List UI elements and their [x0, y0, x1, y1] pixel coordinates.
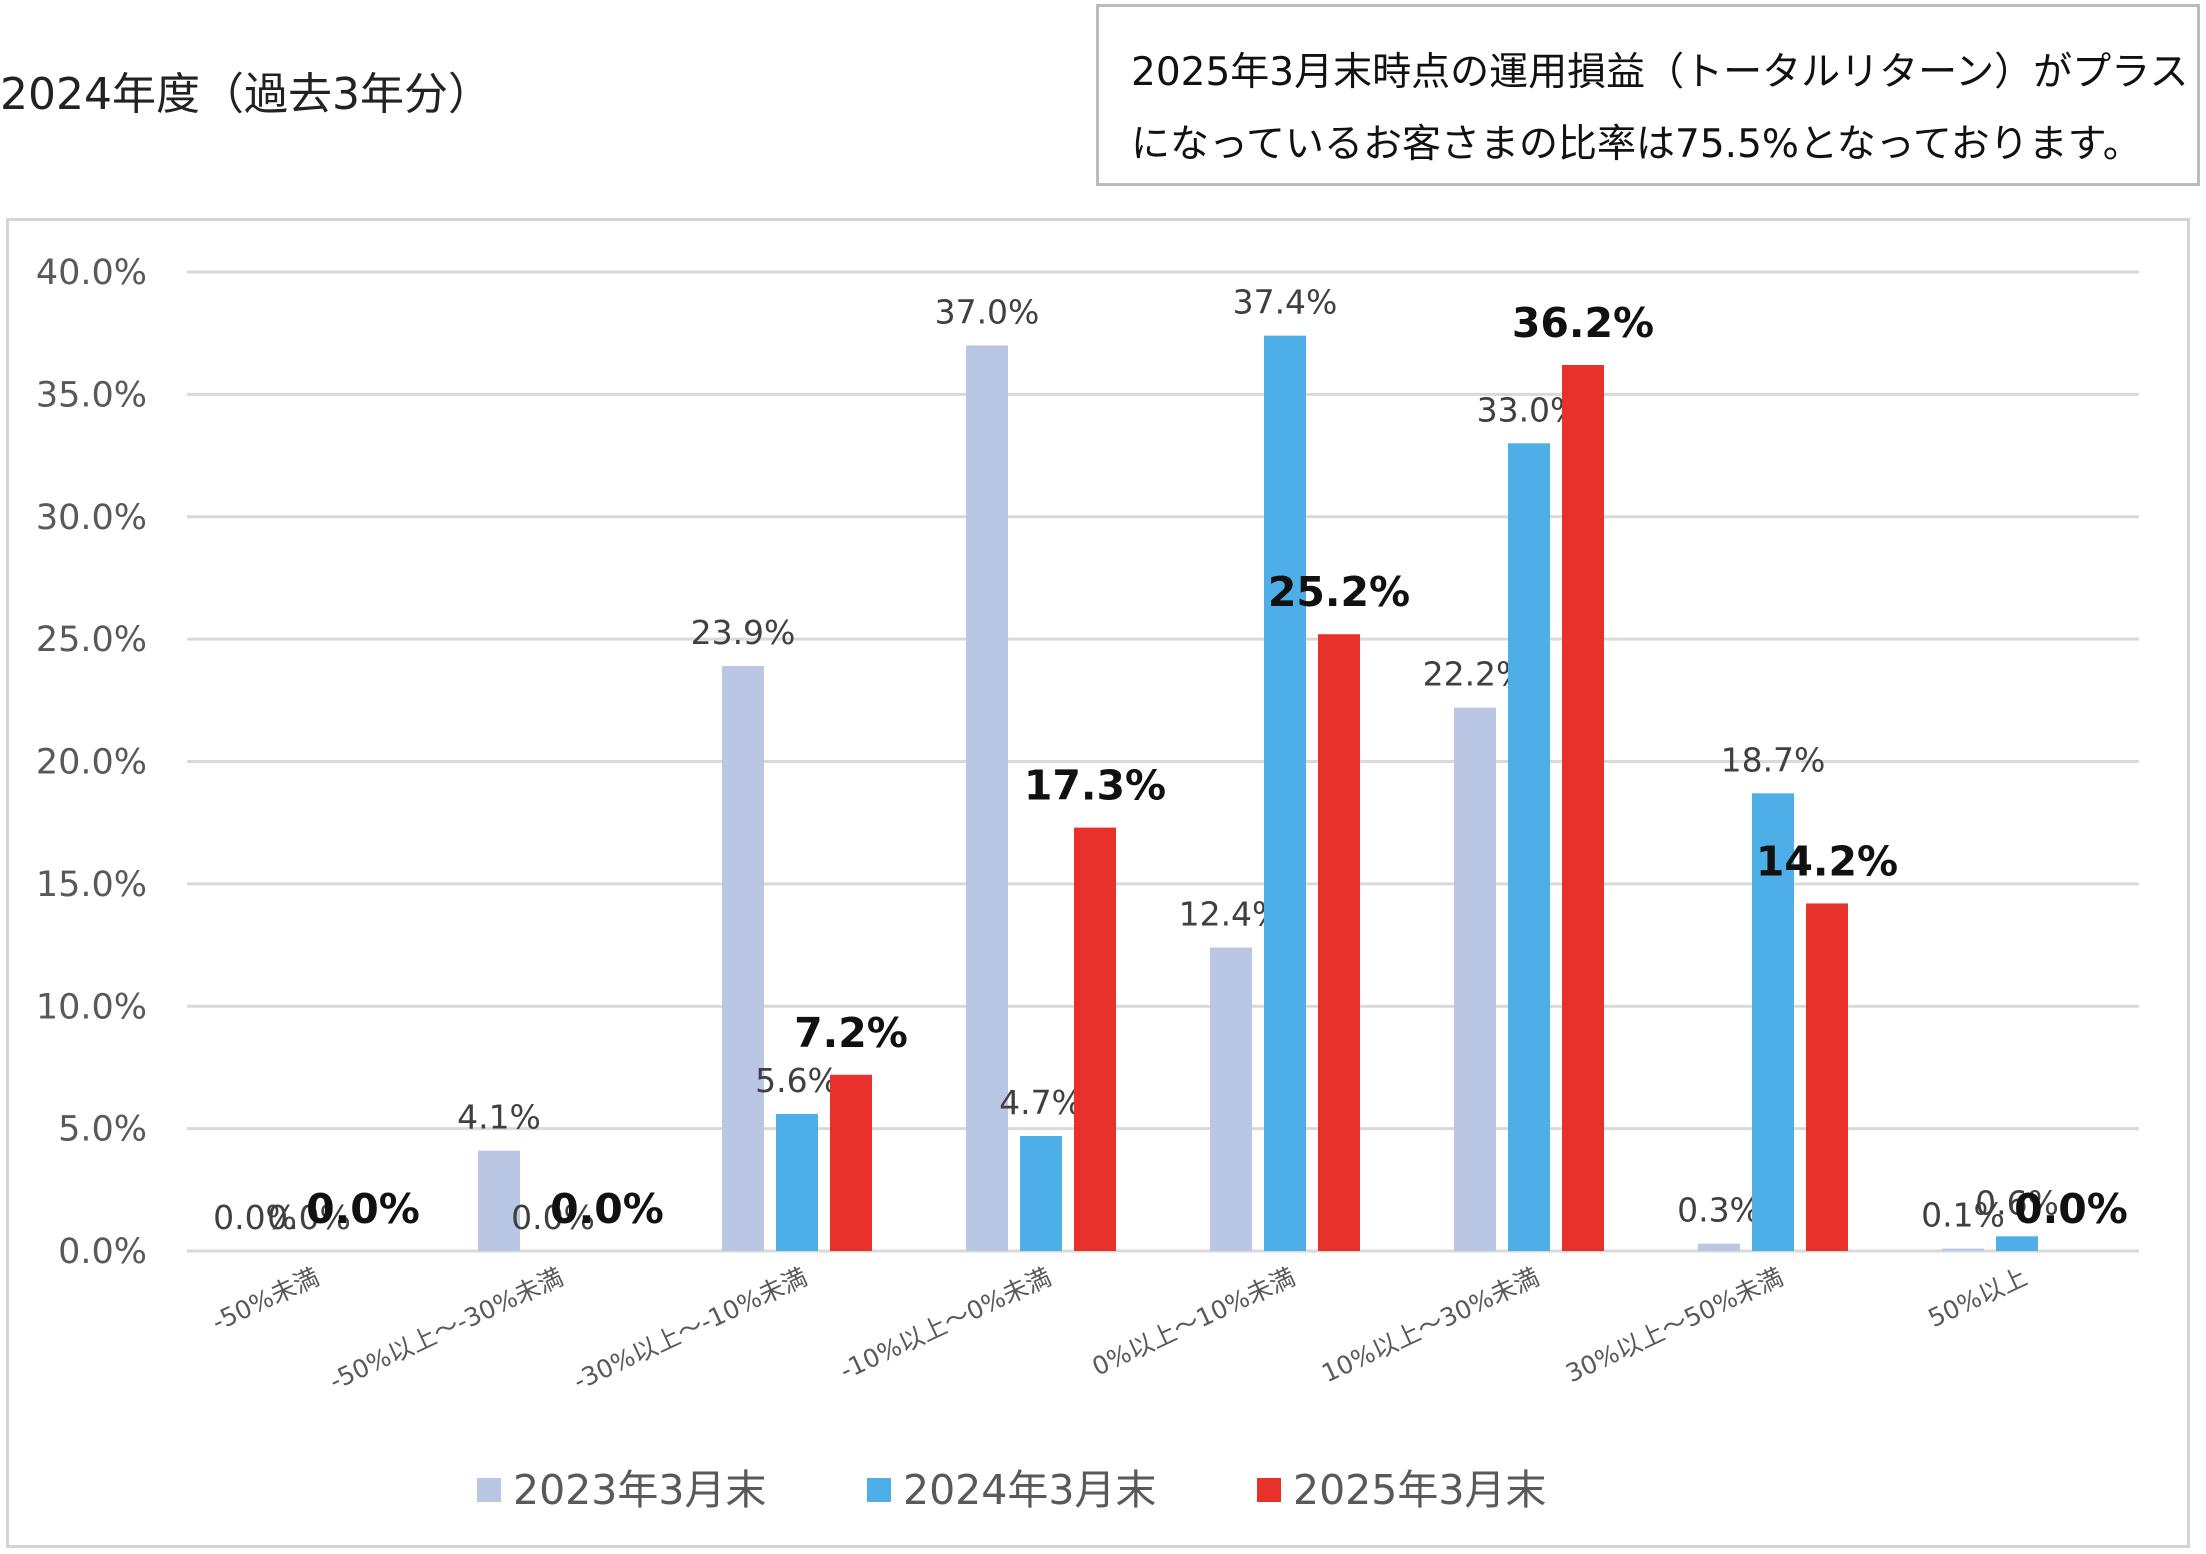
bar-2-5	[1264, 335, 1306, 1251]
y-tick-label: 25.0%	[36, 620, 147, 660]
bar-1-6	[1454, 707, 1496, 1251]
bar-2-8	[1996, 1236, 2038, 1251]
chart-frame: 0.0% 5.0% 10.0% 15.0% 20.0% 25.0% 30.0% 35.0% 40…	[6, 218, 2190, 1548]
data-label: 0.6%	[1975, 1183, 2059, 1222]
bar-1-3	[722, 666, 764, 1251]
data-label: 37.4%	[1233, 283, 1338, 322]
data-label: 0.0%	[306, 1185, 420, 1233]
bar-3-3	[830, 1074, 872, 1251]
y-tick-label: 20.0%	[36, 743, 147, 783]
x-category-label: 10%以上～30%未満	[1317, 1262, 1543, 1388]
data-label: 4.1%	[457, 1098, 541, 1137]
x-category-label: 30%以上～50%未満	[1561, 1262, 1787, 1388]
data-label: 25.2%	[1268, 568, 1410, 616]
bar-2-7	[1752, 793, 1794, 1251]
y-tick-label: 35.0%	[36, 375, 147, 415]
legend-label-1: 2023年3月末	[513, 1466, 766, 1514]
bar-3-7	[1806, 903, 1848, 1251]
data-label: 36.2%	[1512, 299, 1654, 347]
data-label: 37.0%	[935, 292, 1040, 331]
legend-swatch-1	[477, 1478, 501, 1502]
data-label: 0.0%	[511, 1198, 595, 1237]
bar-1-8	[1942, 1248, 1984, 1251]
x-category-label: -10%以上～0%未満	[836, 1262, 1056, 1385]
legend-swatch-3	[1257, 1478, 1281, 1502]
x-category-label: -50%以上～-30%未満	[325, 1262, 568, 1396]
bar-1-2	[478, 1150, 520, 1251]
y-tick-label: 0.0%	[58, 1232, 147, 1272]
data-label: 18.7%	[1721, 740, 1826, 779]
bar-1-7	[1698, 1243, 1740, 1251]
data-label: 14.2%	[1756, 837, 1898, 885]
data-label: 4.7%	[999, 1083, 1083, 1122]
data-label: 0.0%	[2014, 1185, 2128, 1233]
data-label: 23.9%	[691, 613, 796, 652]
y-tick-label: 15.0%	[36, 865, 147, 905]
x-category-label: -50%未満	[207, 1262, 323, 1337]
legend-label-2: 2024年3月末	[903, 1466, 1156, 1514]
x-category-label: 0%以上～10%未満	[1088, 1262, 1300, 1381]
data-label: 0.0%	[267, 1198, 351, 1237]
y-tick-label: 10.0%	[36, 987, 147, 1027]
data-label: 0.0%	[550, 1185, 664, 1233]
y-tick-label: 40.0%	[36, 253, 147, 293]
summary-note-line-2: になっているお客さまの比率は75.5%となっております。	[1131, 122, 2142, 167]
data-label: 0.0%	[213, 1198, 297, 1237]
legend-swatch-2	[867, 1478, 891, 1502]
summary-note-line-1: 2025年3月末時点の運用損益（トータルリターン）がプラス	[1131, 50, 2189, 95]
bar-1-4	[966, 345, 1008, 1251]
bar-3-5	[1318, 634, 1360, 1251]
y-tick-label: 5.0%	[58, 1110, 147, 1150]
bar-2-3	[776, 1113, 818, 1251]
x-category-label: -30%以上～-10%未満	[569, 1262, 812, 1396]
bar-3-6	[1562, 365, 1604, 1251]
data-label: 7.2%	[794, 1009, 908, 1057]
bar-2-4	[1020, 1135, 1062, 1251]
data-label: 17.3%	[1024, 762, 1166, 810]
data-label: 5.6%	[755, 1061, 839, 1100]
bar-3-4	[1074, 827, 1116, 1251]
y-tick-label: 30.0%	[36, 498, 147, 538]
bar-chart: 0.0% 5.0% 10.0% 15.0% 20.0% 25.0% 30.0% 35.0% 40…	[36, 253, 2139, 1514]
data-label: 0.3%	[1677, 1191, 1761, 1230]
page-title: 2024年度（過去3年分）	[0, 69, 492, 120]
data-label: 0.1%	[1921, 1196, 2005, 1235]
bar-1-5	[1210, 947, 1252, 1251]
legend-label-3: 2025年3月末	[1293, 1466, 1546, 1514]
bar-2-6	[1508, 443, 1550, 1251]
summary-note-box: 2025年3月末時点の運用損益（トータルリターン）がプラス になっているお客さま…	[1096, 4, 2200, 186]
x-category-label: 50%以上	[1924, 1262, 2032, 1333]
